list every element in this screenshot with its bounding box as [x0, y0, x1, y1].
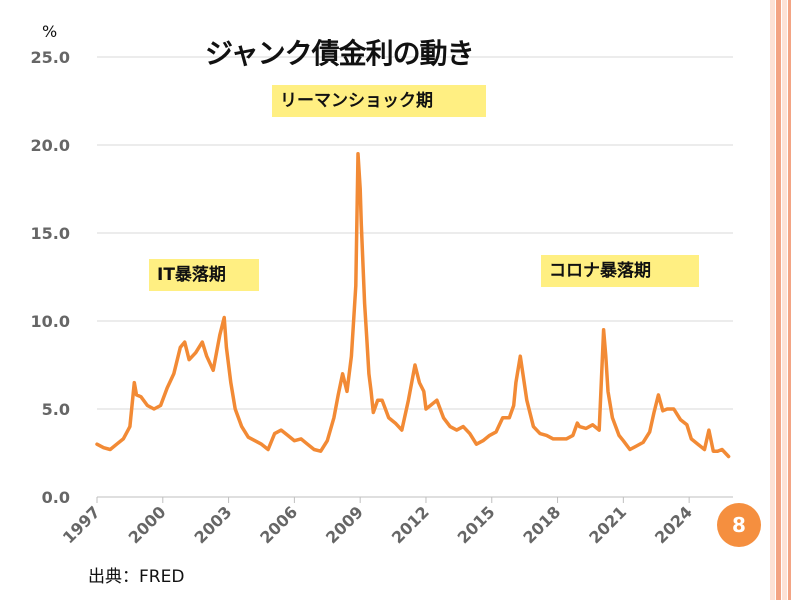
annotation-corona-crash: コロナ暴落期: [541, 255, 699, 287]
x-tick-label: 2015: [454, 502, 499, 547]
x-tick-label: 2018: [519, 502, 564, 547]
x-tick-label: 2021: [585, 502, 630, 547]
x-tick-label: 1997: [59, 502, 104, 547]
right-border-stripe: [770, 0, 775, 600]
series-line-junk-bond-yield: [95, 152, 731, 459]
y-tick-label: 10.0: [31, 312, 70, 331]
y-tick-label: 15.0: [31, 224, 70, 243]
page-number-badge: 8: [717, 503, 761, 547]
annotation-lehman: リーマンショック期: [272, 85, 486, 117]
x-tick-label: 2003: [190, 502, 235, 547]
y-tick-label: 20.0: [31, 136, 70, 155]
page-title: ジャンク債金利の動き: [205, 37, 475, 70]
x-tick-label: 2012: [388, 502, 433, 547]
right-border-stripe: [776, 0, 781, 600]
y-tick-label: 5.0: [42, 400, 70, 419]
x-tick-label: 2024: [651, 502, 696, 547]
y-tick-label: 0.0: [42, 488, 70, 507]
x-tick-label: 2000: [125, 502, 170, 547]
x-tick-label: 2006: [256, 502, 301, 547]
x-tick-label: 2009: [322, 502, 367, 547]
y-tick-label: 25.0: [31, 48, 70, 67]
right-border-stripe: [782, 0, 787, 600]
source-credit: 出典：FRED: [88, 567, 185, 587]
y-axis-unit: %: [42, 22, 58, 41]
annotation-it-crash: IT暴落期: [149, 259, 259, 291]
right-border-stripe: [788, 0, 791, 600]
